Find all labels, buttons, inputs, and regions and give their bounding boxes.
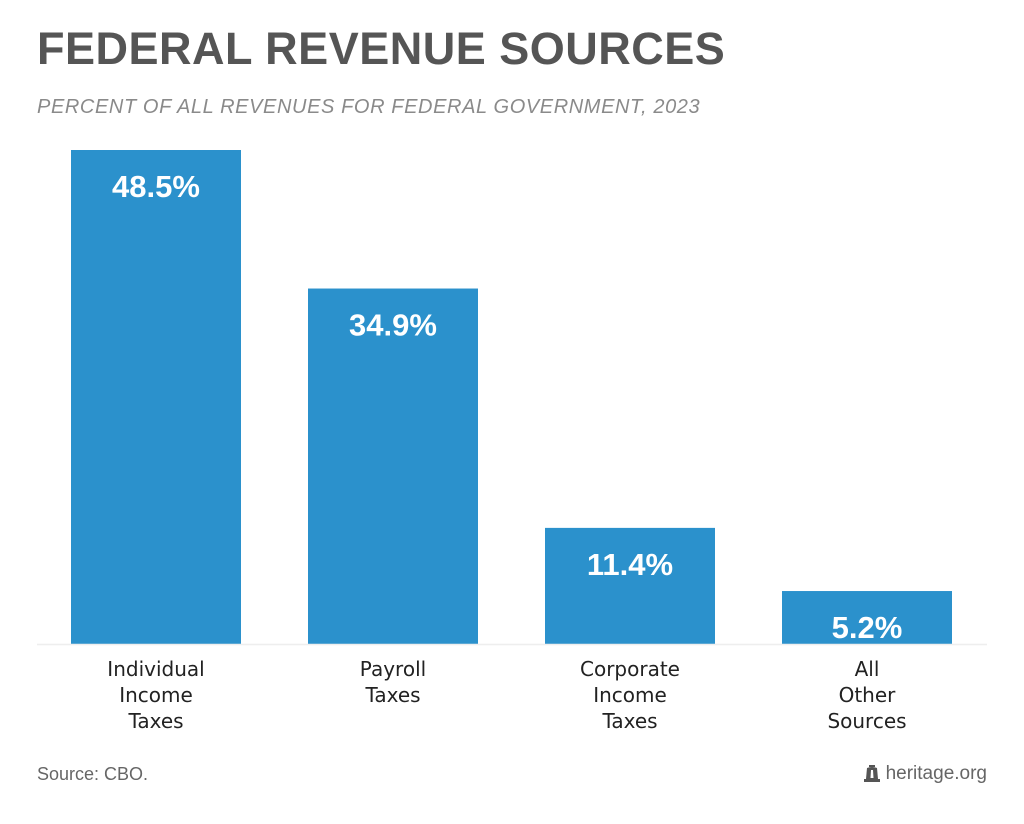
- data-label-3: 5.2%: [832, 610, 903, 645]
- category-label-line: Payroll: [360, 657, 426, 681]
- category-label-line: Other: [839, 683, 897, 707]
- bar-1: [308, 288, 478, 644]
- category-label-line: Corporate: [580, 657, 680, 681]
- source-note: Source: CBO.: [37, 764, 149, 784]
- brand-credit: heritage.org: [863, 762, 987, 786]
- bar-2: [545, 527, 715, 644]
- data-label-1: 34.9%: [349, 308, 437, 343]
- category-label-line: Taxes: [127, 709, 183, 733]
- category-label-0: Individual Income Taxes: [107, 657, 204, 733]
- category-label-line: Income: [119, 683, 193, 707]
- category-label-line: Taxes: [601, 709, 657, 733]
- bars-layer: [71, 150, 952, 644]
- bar-0: [71, 150, 241, 644]
- data-label-2: 11.4%: [587, 547, 673, 582]
- category-label-line: Taxes: [364, 683, 420, 707]
- category-label-line: Income: [593, 683, 667, 707]
- chart-subtitle: PERCENT OF ALL REVENUES FOR FEDERAL GOVE…: [37, 96, 701, 118]
- brand-link[interactable]: heritage.org: [885, 763, 987, 784]
- category-label-line: Individual: [107, 657, 204, 681]
- chart-title: FEDERAL REVENUE SOURCES: [37, 23, 726, 74]
- category-label-line: Sources: [827, 709, 906, 733]
- data-label-0: 48.5%: [112, 169, 200, 204]
- category-label-3: All Other Sources: [827, 657, 906, 733]
- category-label-line: All: [855, 657, 880, 681]
- category-label-2: Corporate Income Taxes: [580, 657, 680, 733]
- category-label-1: Payroll Taxes: [360, 657, 426, 707]
- bar-3: [782, 591, 952, 644]
- liberty-bell-icon: [863, 765, 880, 782]
